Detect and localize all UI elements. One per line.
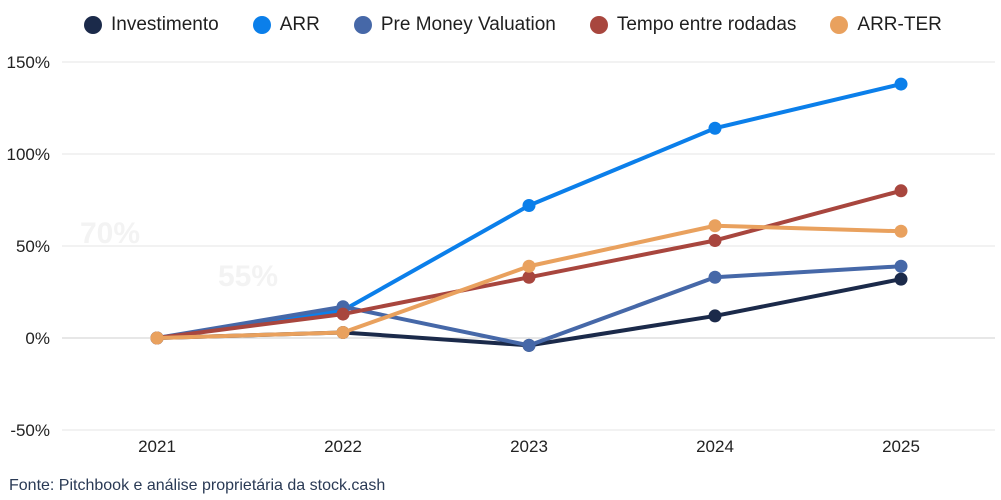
data-point-arr (894, 77, 908, 91)
legend-marker-pre-money-valuation (353, 16, 372, 34)
data-point-arr-ter (708, 219, 722, 233)
data-point-arr-ter (150, 331, 164, 345)
series-tempo-entre-rodadas (150, 184, 908, 345)
x-tick-label: 2021 (138, 437, 176, 456)
data-point-arr-ter (894, 224, 908, 238)
data-point-pre-money-valuation (894, 259, 908, 273)
data-point-pre-money-valuation (708, 270, 722, 284)
legend-label-arr-ter: ARR-TER (857, 14, 942, 35)
legend-label-investimento: Investimento (111, 14, 219, 35)
data-point-arr-ter (522, 259, 536, 273)
data-point-tempo-entre-rodadas (708, 233, 722, 247)
watermark-label-1: 70% (80, 217, 141, 250)
x-tick-label: 2023 (510, 437, 548, 456)
series-arr (150, 77, 908, 345)
legend-marker-tempo-entre-rodadas (589, 16, 608, 34)
data-point-investimento (708, 309, 722, 323)
y-tick-label: 100% (7, 145, 50, 164)
series-layer (150, 77, 908, 352)
legend-label-tempo-entre-rodadas: Tempo entre rodadas (616, 14, 797, 35)
x-tick-label: 2022 (324, 437, 362, 456)
legend-marker-investimento (84, 16, 102, 34)
legend-item-arr: ARR (252, 14, 320, 36)
legend-marker-arr (252, 16, 271, 34)
legend-marker-arr-ter (830, 16, 849, 34)
legend-item-tempo-entre-rodadas: Tempo entre rodadas (589, 14, 797, 36)
data-point-tempo-entre-rodadas (894, 184, 908, 198)
data-point-investimento (894, 272, 908, 286)
data-point-tempo-entre-rodadas (336, 307, 350, 321)
x-tick-label: 2025 (882, 437, 920, 456)
data-point-arr-ter (336, 325, 350, 339)
legend-label-arr: ARR (279, 14, 320, 35)
y-tick-label: 50% (16, 237, 50, 256)
y-tick-label: 0% (25, 329, 50, 348)
x-tick-label: 2024 (696, 437, 734, 456)
legend-item-arr-ter: ARR-TER (830, 14, 942, 36)
series-arr-ter (150, 219, 908, 345)
legend-label-pre-money-valuation: Pre Money Valuation (380, 14, 556, 35)
grid-layer (62, 61, 995, 431)
data-point-arr (522, 199, 536, 213)
legend-item-pre-money-valuation: Pre Money Valuation (353, 14, 556, 36)
source-note: Fonte: Pitchbook e análise proprietária … (9, 477, 386, 494)
data-point-pre-money-valuation (522, 338, 536, 352)
data-point-arr (708, 121, 722, 135)
y-tick-label: -50% (10, 421, 50, 440)
chart-legend: Investimento ARR Pre Money Valuation Tem… (84, 14, 942, 36)
legend-item-investimento: Investimento (84, 14, 219, 36)
watermark-label-2: 55% (218, 260, 279, 293)
axis-layer: -50% 0% 50% 100% 150% 2021 2022 2023 2024 2025 (7, 53, 920, 456)
y-tick-label: 150% (7, 53, 50, 72)
data-point-tempo-entre-rodadas (522, 270, 536, 284)
